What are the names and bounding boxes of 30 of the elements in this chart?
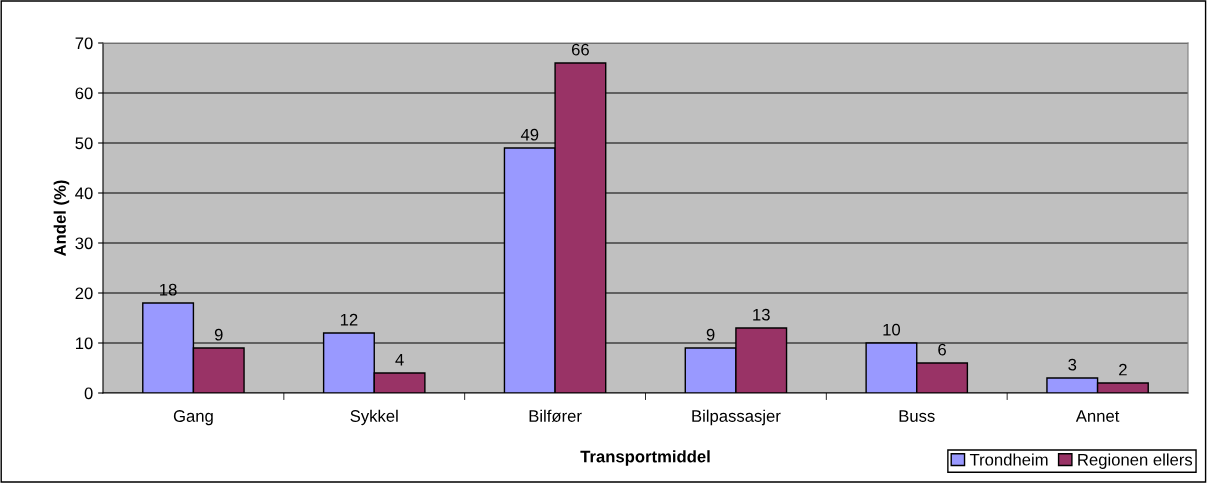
x-tick-label: Sykkel (350, 409, 398, 426)
x-tick-label: Bilfører (529, 409, 582, 423)
legend-label: Regionen ellers (1078, 453, 1193, 469)
data-label: 2 (1119, 363, 1127, 376)
data-label: 13 (753, 308, 770, 321)
x-tick-label: Buss (899, 410, 935, 422)
data-label: 3 (1068, 358, 1077, 371)
x-tick-label: Annet (1075, 410, 1120, 422)
y-tick-label: 30 (75, 237, 93, 250)
y-axis-title: Andel (%) (53, 180, 70, 257)
y-tick-label: 70 (75, 37, 93, 50)
y-tick-label: 20 (75, 287, 93, 300)
data-label: 49 (520, 128, 539, 141)
data-label: 6 (938, 343, 946, 356)
y-tick-label: 40 (75, 187, 93, 200)
y-tick-label: 50 (75, 137, 93, 150)
data-label: 10 (883, 323, 901, 336)
data-label: 4 (395, 353, 404, 366)
data-label: 66 (571, 43, 589, 56)
y-tick-label: 60 (75, 87, 93, 100)
data-label: 9 (214, 328, 223, 341)
y-tick-label: 10 (76, 337, 93, 350)
x-tick-label: Bilpassasjer (692, 409, 781, 426)
y-tick-label: 0 (84, 387, 93, 400)
x-axis-title: Transportmiddel (580, 450, 710, 466)
x-tick-label: Gang (173, 410, 213, 426)
legend-label: Trondheim (969, 453, 1048, 466)
data-label: 18 (160, 283, 177, 296)
data-label: 9 (706, 328, 715, 341)
data-label: 12 (340, 313, 358, 326)
